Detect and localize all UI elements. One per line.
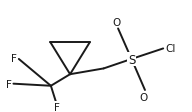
Text: O: O <box>112 17 120 27</box>
Text: S: S <box>128 53 135 66</box>
Text: F: F <box>11 54 17 64</box>
Text: F: F <box>6 79 12 89</box>
Text: O: O <box>140 92 148 102</box>
Text: Cl: Cl <box>166 44 176 54</box>
Text: F: F <box>54 102 60 112</box>
